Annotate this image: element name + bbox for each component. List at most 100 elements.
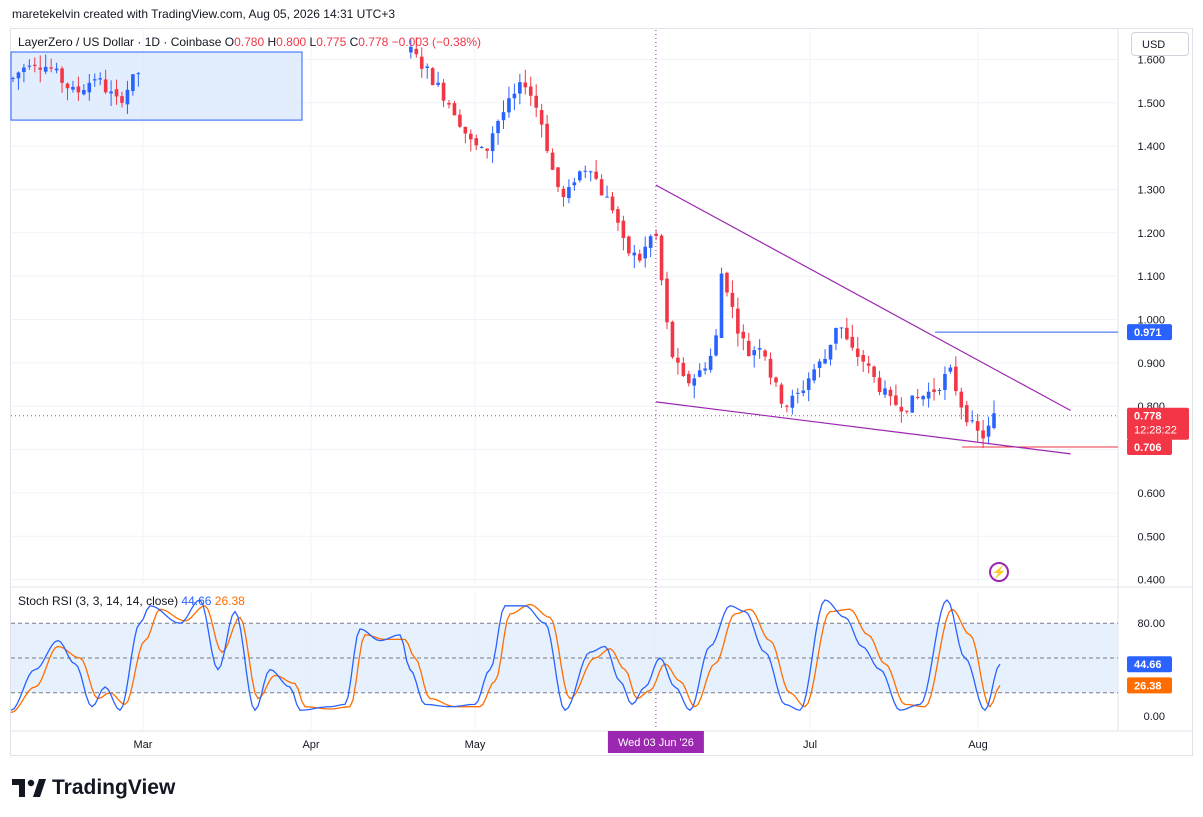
currency-selector[interactable]: USD: [1131, 32, 1189, 56]
lightning-icon[interactable]: ⚡: [989, 562, 1009, 582]
rsi-tick-label: 0.00: [1144, 711, 1165, 723]
candle-body: [479, 146, 484, 148]
candle-body: [92, 79, 97, 81]
candle-body: [632, 252, 637, 256]
candle-body: [877, 377, 882, 393]
candle-body: [33, 64, 37, 66]
candle-body: [131, 74, 135, 92]
candle-body: [697, 370, 702, 377]
candle-body: [708, 355, 713, 370]
candle-body: [114, 89, 119, 97]
candle-body: [556, 167, 560, 188]
candle-body: [921, 396, 925, 400]
candle-body: [82, 89, 86, 95]
candle-body: [125, 89, 130, 105]
candle-body: [496, 121, 500, 134]
symbol-legend[interactable]: LayerZero / US Dollar · 1D · Coinbase O0…: [18, 35, 481, 49]
candle-body: [103, 79, 108, 93]
candle-body: [16, 72, 21, 79]
candle-body: [109, 91, 113, 94]
price-tick-label: 1.400: [1137, 141, 1165, 153]
resistance-price-badge-label: 0.971: [1134, 327, 1162, 339]
low-value: 0.775: [316, 35, 347, 49]
open-label: O: [224, 35, 235, 49]
time-tick-label: Jul: [803, 739, 817, 751]
candle-body: [796, 392, 800, 394]
candle-body: [763, 350, 767, 357]
candle-body: [975, 421, 980, 431]
tradingview-logo-icon: [12, 779, 46, 797]
crosshair-date-badge: [607, 731, 704, 753]
price-tick-label: 0.400: [1137, 575, 1165, 587]
candle-body: [746, 340, 751, 356]
candle-body: [518, 82, 522, 94]
candle-body: [910, 395, 915, 413]
support-price-badge-label: 0.706: [1134, 442, 1162, 454]
candle-body: [741, 331, 746, 339]
candle-body: [845, 327, 849, 340]
candle-body: [779, 384, 784, 404]
resistance-price-badge-bg: [1127, 324, 1172, 341]
change-value: −0.003 (−0.38%): [391, 35, 482, 49]
candle-body: [806, 378, 811, 390]
candle-body: [49, 67, 53, 69]
stoch-rsi-title: Stoch RSI (3, 3, 14, 14, close): [18, 594, 179, 608]
candle-body: [752, 350, 756, 356]
candle-body: [621, 220, 626, 239]
candle-body: [703, 368, 707, 371]
time-tick-label: Mar: [134, 739, 153, 751]
candle-body: [54, 68, 59, 71]
candle-body: [692, 378, 697, 386]
candle-body: [120, 96, 124, 103]
price-tick-label: 1.000: [1137, 315, 1165, 327]
candle-body: [926, 391, 931, 399]
current-price-badge-bg: [1127, 407, 1189, 440]
candle-body: [512, 93, 517, 99]
candle-body: [65, 83, 70, 89]
stoch-rsi-d-badge-label: 26.38: [1134, 680, 1162, 692]
candle-body: [27, 65, 32, 67]
candle-body: [11, 78, 15, 80]
price-tick-label: 1.500: [1137, 98, 1165, 110]
stoch-rsi-k-value: 44.66: [181, 594, 212, 608]
support-price-badge-bg: [1127, 438, 1172, 455]
candle-body: [76, 86, 81, 93]
candle-body: [915, 396, 920, 399]
candle-body: [986, 425, 991, 437]
price-tick-label: 1.300: [1137, 184, 1165, 196]
candle-body: [436, 82, 440, 85]
candle-body: [687, 373, 691, 384]
candle-body: [610, 196, 615, 211]
candle-body: [992, 413, 996, 429]
candle-body: [490, 133, 495, 152]
candle-body: [501, 112, 506, 121]
price-tick-label: 1.100: [1137, 271, 1165, 283]
candle-body: [659, 235, 664, 281]
candle-body: [507, 98, 511, 113]
candle-body: [616, 209, 620, 223]
candle-body: [730, 292, 735, 307]
candle-body: [861, 355, 865, 362]
candle-body: [469, 133, 473, 140]
candle-body: [665, 278, 669, 323]
high-label: H: [267, 35, 277, 49]
candle-body: [790, 395, 795, 408]
chart-credit: maretekelvin created with TradingView.co…: [12, 7, 395, 21]
candle-body: [643, 246, 647, 259]
upper-trendline: [655, 184, 1071, 412]
candle-body: [637, 253, 642, 261]
candle-body: [866, 363, 871, 366]
candle-body: [458, 114, 462, 127]
candle-body: [905, 410, 909, 412]
candle-body: [676, 357, 680, 363]
candle-body: [447, 102, 451, 105]
candle-body: [599, 179, 604, 196]
candle-body: [545, 123, 549, 152]
candle-body: [605, 196, 609, 198]
candle-body: [523, 82, 528, 88]
stoch-rsi-legend[interactable]: Stoch RSI (3, 3, 14, 14, close) 44.66 26…: [18, 594, 245, 608]
candle-body: [441, 82, 446, 101]
candle-body: [785, 405, 789, 407]
candle-body: [419, 56, 424, 69]
